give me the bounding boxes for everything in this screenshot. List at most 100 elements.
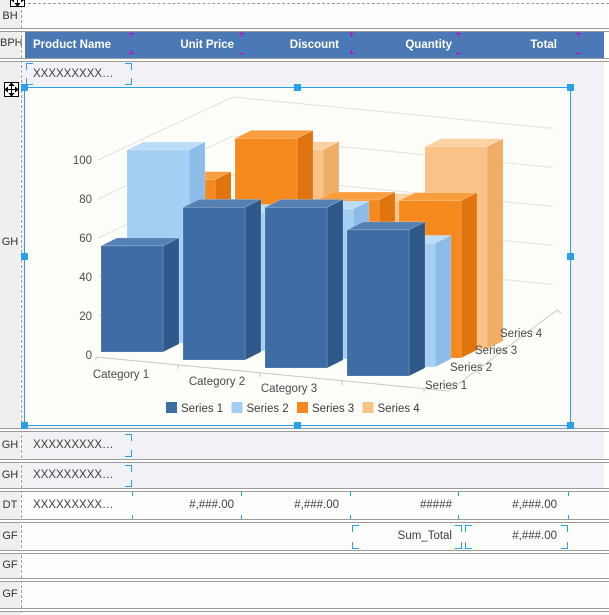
band-gh2[interactable] [22,432,604,459]
band-label-dt[interactable]: DT [2,499,18,511]
band-label-gf3[interactable]: GF [2,588,18,600]
resize-handle-se[interactable] [567,422,574,429]
detail-cell-total[interactable]: #,###.00 [512,499,557,511]
band-gh3[interactable] [22,463,604,488]
cell-selection-bracket [125,450,132,457]
svg-text:Series 3: Series 3 [475,345,517,357]
svg-text:Series 2: Series 2 [450,362,492,374]
detail-cell-product[interactable]: XXXXXXXXX… [33,499,114,511]
group-header-text-cell[interactable]: XXXXXXXXX… [33,469,114,481]
resize-handle-sw[interactable] [21,422,28,429]
svg-text:Series 1: Series 1 [425,380,467,392]
table-header-bar[interactable] [25,32,604,58]
cell-edge-tick [132,492,133,496]
header-cell-total[interactable]: Total [530,39,557,51]
band-label-gf2[interactable]: GF [2,559,18,571]
cell-selection-bracket [465,542,472,549]
cell-edge-tick [241,515,242,519]
cell-edge-tick [241,492,242,496]
cell-edge-tick [458,515,459,519]
band-label-gh1[interactable]: GH [1,236,19,248]
cell-marker [131,33,132,37]
cell-selection-bracket [125,480,132,487]
band-label-bph[interactable]: BPH [0,37,23,49]
band-gf2[interactable] [22,554,604,578]
band-separator[interactable] [0,519,609,523]
cell-marker [456,53,461,54]
svg-text:Series 2: Series 2 [247,403,289,415]
cell-selection-bracket [455,525,462,532]
cell-edge-tick [568,515,569,519]
cell-selection-bracket [352,525,359,532]
cell-selection-bracket [125,465,132,472]
band-separator[interactable] [0,459,609,463]
detail-cell-discount[interactable]: #,###.00 [294,499,339,511]
svg-text:20: 20 [79,311,92,323]
band-label-gh3[interactable]: GH [1,469,19,481]
resize-handle-w[interactable] [21,253,28,260]
cell-marker [241,33,242,37]
detail-cell-unit-price[interactable]: #,###.00 [189,499,234,511]
resize-handle-e[interactable] [567,253,574,260]
svg-text:Category 2: Category 2 [189,376,245,388]
cell-edge-tick [132,515,133,519]
footer-cell-sum-total-label[interactable]: Sum_Total [397,530,452,542]
band-separator[interactable] [0,608,609,612]
cell-selection-bracket [125,78,132,85]
band-separator[interactable] [0,428,609,432]
cell-selection-bracket [561,542,568,549]
resize-handle-ne[interactable] [567,84,574,91]
cell-marker [131,50,132,54]
top-margin-guide [23,3,609,4]
cell-selection-bracket [26,78,33,85]
cell-edge-tick [350,492,351,496]
cell-selection-bracket [465,525,472,532]
cell-selection-bracket [352,542,359,549]
group-header-text-cell[interactable]: XXXXXXXXX… [33,439,114,451]
svg-text:Series 4: Series 4 [500,328,543,340]
band-separator[interactable] [0,28,609,32]
footer-cell-total-value[interactable]: #,###.00 [512,530,557,542]
resize-handle-n[interactable] [294,84,301,91]
band-gf3[interactable] [22,582,604,608]
group-header-text-cell[interactable]: XXXXXXXXX… [33,68,114,80]
chart-object[interactable]: 0 20 40 60 80 100 Category 1 Category 2 Category… [24,87,571,426]
cell-selection-bracket [561,525,568,532]
header-cell-unit-price[interactable]: Unit Price [180,39,234,51]
band-dt[interactable] [22,492,604,519]
band-label-gf1[interactable]: GF [2,530,18,542]
svg-text:Series 4: Series 4 [378,403,421,415]
cell-selection-bracket [26,63,33,70]
band-label-bh[interactable]: BH [2,10,18,22]
svg-text:80: 80 [79,194,92,206]
header-cell-product-name[interactable]: Product Name [33,39,111,51]
detail-cell-quantity[interactable]: ##### [420,499,452,511]
svg-text:Category 1: Category 1 [93,369,149,381]
left-margin-guide [21,0,22,613]
band-separator[interactable] [0,58,609,62]
resize-handle-nw[interactable] [21,84,28,91]
cell-marker [576,53,581,54]
band-separator[interactable] [0,578,609,582]
svg-text:0: 0 [86,350,92,362]
header-cell-quantity[interactable]: Quantity [405,39,452,51]
band-gf1[interactable] [22,523,604,550]
cell-marker [458,33,459,37]
resize-handle-s[interactable] [294,422,301,429]
cell-edge-tick [458,492,459,496]
cell-marker [351,50,352,54]
header-cell-discount[interactable]: Discount [289,39,339,51]
move-handle-icon[interactable] [10,0,25,7]
cell-selection-bracket [125,434,132,441]
cell-selection-bracket [455,542,462,549]
band-separator[interactable] [0,550,609,554]
cell-marker [239,53,244,54]
svg-text:100: 100 [73,155,92,167]
band-label-gh2[interactable]: GH [1,439,19,451]
band-separator[interactable] [0,488,609,492]
band-bh[interactable] [22,6,604,28]
move-handle-icon[interactable] [4,82,19,97]
svg-text:40: 40 [79,272,92,284]
cell-marker [351,33,352,37]
